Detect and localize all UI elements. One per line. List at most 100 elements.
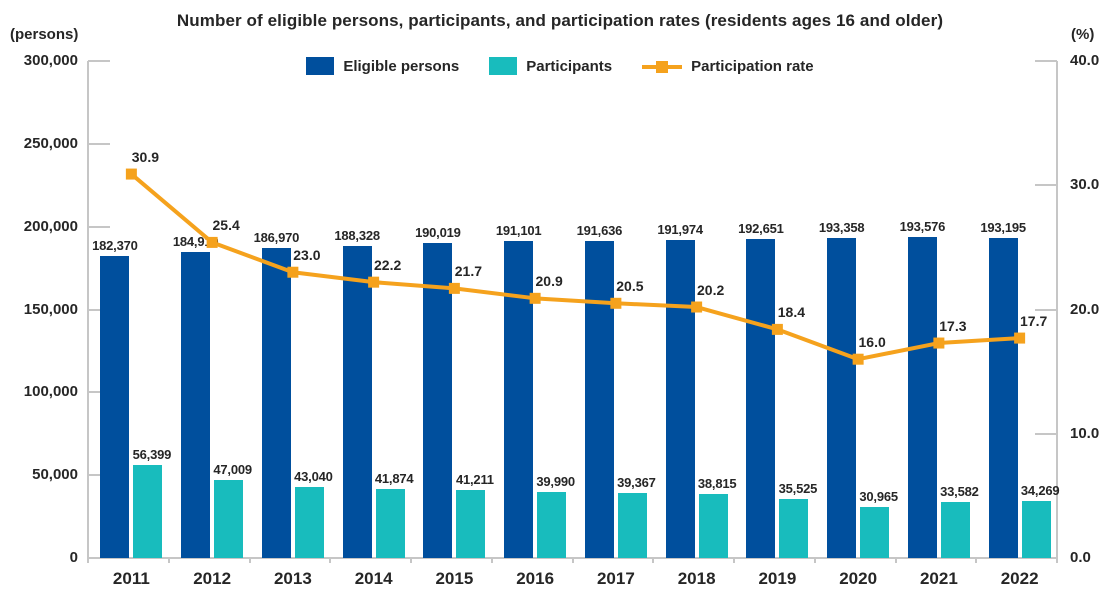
- bar-participants-2020: [860, 506, 890, 558]
- value-label-participants-2014: 41,874: [374, 470, 414, 486]
- value-label-participants-2017: 39,367: [617, 474, 656, 490]
- left-tick-label: 150,000: [23, 300, 78, 318]
- bar-participants-2018: [698, 493, 728, 558]
- category-tick-mark: [490, 558, 493, 563]
- category-tick-mark: [167, 558, 170, 563]
- rate-label-2019: 18.4: [777, 304, 805, 321]
- category-tick-mark: [329, 558, 332, 563]
- rate-label-2021: 17.3: [939, 318, 967, 335]
- right-tick-label: 40.0: [1070, 52, 1100, 69]
- eligible-swatch-icon: [306, 57, 335, 75]
- bar-participants-2011: [133, 464, 163, 558]
- bar-participants-2013: [294, 486, 324, 558]
- bar-eligible-2019: [746, 238, 776, 558]
- bar-participants-2012: [214, 480, 244, 558]
- left-tick-label: 100,000: [23, 383, 78, 401]
- bar-eligible-2020: [827, 237, 857, 558]
- rate-marker-2014: [368, 276, 380, 288]
- right-axis-line: [1056, 61, 1058, 558]
- category-tick-mark: [87, 558, 89, 563]
- category-tick-mark: [975, 558, 978, 563]
- right-axis-unit: (%): [1071, 26, 1095, 43]
- year-label-2020: 2020: [839, 569, 878, 588]
- category-tick-mark: [410, 558, 412, 563]
- rate-label-2016: 20.9: [535, 273, 563, 290]
- chart-legend: Eligible persons Participants Participat…: [0, 54, 1120, 78]
- value-label-participants-2013: 43,040: [294, 468, 333, 484]
- left-axis-unit: (persons): [10, 26, 79, 43]
- value-label-participants-2020: 30,965: [859, 488, 898, 504]
- year-label-2013: 2013: [273, 569, 312, 588]
- legend-item-rate: Participation rate: [642, 57, 814, 75]
- rate-marker-2019: [771, 323, 783, 335]
- value-label-participants-2022: 34,269: [1020, 483, 1060, 499]
- right-tick-mark: [1035, 308, 1057, 311]
- bar-participants-2021: [940, 502, 970, 558]
- bar-participants-2014: [375, 488, 405, 558]
- right-tick-label: 10.0: [1070, 424, 1100, 442]
- left-tick-label: 50,000: [32, 466, 78, 484]
- rate-marker-2020: [852, 353, 864, 365]
- value-label-participants-2018: 38,815: [697, 475, 737, 491]
- rate-line-swatch-icon: [642, 57, 683, 75]
- bar-eligible-2011: [100, 255, 130, 558]
- value-label-eligible-2013: 186,970: [253, 230, 300, 246]
- rate-label-2015: 21.7: [454, 263, 482, 280]
- category-tick-mark: [248, 558, 251, 563]
- right-tick-mark: [1035, 184, 1057, 187]
- value-label-participants-2019: 35,525: [778, 481, 818, 497]
- value-label-eligible-2019: 192,651: [738, 220, 784, 236]
- right-tick-label: 30.0: [1070, 176, 1100, 194]
- left-tick-label: 200,000: [23, 217, 78, 235]
- rate-marker-2011: [125, 168, 137, 180]
- year-label-2016: 2016: [516, 569, 555, 588]
- category-tick-mark: [1056, 558, 1058, 563]
- right-tick-mark: [1035, 557, 1057, 559]
- rate-marker-2018: [691, 301, 703, 313]
- value-label-eligible-2016: 191,101: [495, 223, 542, 239]
- left-tick-mark: [88, 474, 110, 477]
- rate-line-marker: [656, 61, 669, 73]
- bar-eligible-2015: [423, 243, 453, 558]
- year-label-2014: 2014: [354, 569, 393, 588]
- value-label-eligible-2017: 191,636: [576, 222, 623, 238]
- bar-participants-2015: [456, 489, 486, 558]
- rate-label-2018: 20.2: [697, 282, 725, 298]
- legend-label-rate: Participation rate: [691, 57, 814, 75]
- bar-eligible-2014: [342, 246, 372, 558]
- year-label-2017: 2017: [596, 569, 635, 588]
- left-tick-mark: [88, 308, 110, 311]
- rate-line: [130, 172, 1020, 362]
- right-tick-mark: [1035, 432, 1057, 435]
- bar-eligible-2013: [261, 248, 291, 558]
- category-tick-mark: [571, 558, 574, 563]
- category-tick-mark: [894, 558, 897, 563]
- bar-participants-2022: [1021, 501, 1051, 558]
- legend-label-eligible: Eligible persons: [343, 57, 460, 75]
- right-tick-label: 20.0: [1070, 300, 1100, 318]
- rate-label-2011: 30.9: [131, 149, 159, 166]
- value-label-eligible-2014: 188,328: [334, 228, 380, 243]
- rate-marker-2021: [933, 337, 945, 349]
- bar-participants-2016: [537, 491, 567, 558]
- value-label-eligible-2011: 182,370: [92, 237, 138, 253]
- category-tick-mark: [652, 558, 655, 563]
- rate-label-2012: 25.4: [212, 217, 240, 234]
- value-label-participants-2011: 56,399: [132, 446, 172, 462]
- bar-eligible-2017: [584, 240, 614, 558]
- year-label-2018: 2018: [677, 569, 716, 588]
- rate-label-2020: 16.0: [858, 334, 886, 351]
- value-label-participants-2015: 41,211: [455, 471, 494, 487]
- legend-item-eligible: Eligible persons: [306, 57, 459, 75]
- value-label-participants-2021: 33,582: [940, 484, 979, 500]
- chart-title: Number of eligible persons, participants…: [176, 11, 944, 30]
- left-tick-mark: [88, 142, 110, 145]
- bar-eligible-2021: [907, 237, 937, 558]
- legend-item-participants: Participants: [489, 57, 612, 75]
- value-label-eligible-2018: 191,974: [657, 221, 703, 237]
- value-label-participants-2016: 39,990: [536, 473, 575, 489]
- rate-label-2022: 17.7: [1020, 313, 1048, 330]
- year-label-2022: 2022: [1000, 569, 1039, 588]
